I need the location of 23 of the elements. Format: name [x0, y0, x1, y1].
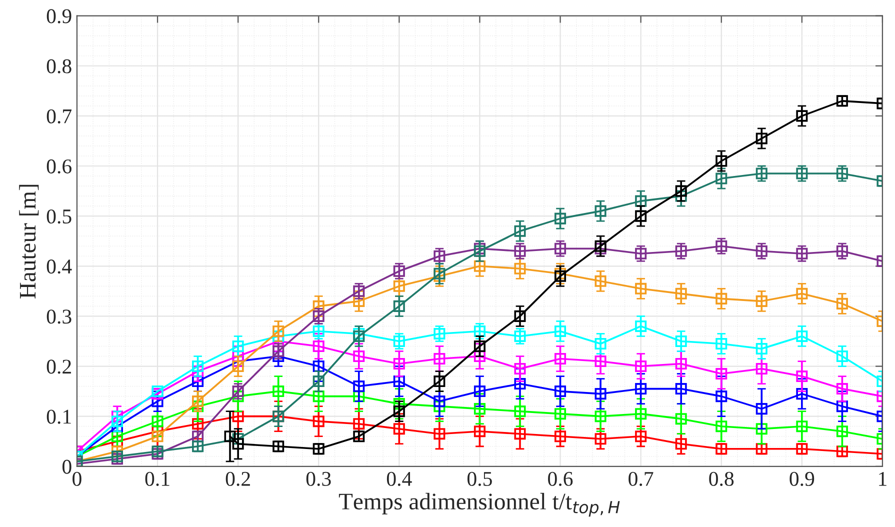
x-tick-label: 0.3	[306, 472, 331, 486]
y-tick-label: 0.8	[46, 59, 72, 74]
x-tick-label: 0	[72, 472, 82, 486]
x-tick-label: 0.7	[628, 472, 654, 486]
y-tick-label: 0	[62, 460, 72, 474]
x-axis-title: Temps adimensionnel t/t$_{top,H}$	[338, 492, 620, 517]
y-tick-label: 0.1	[46, 410, 71, 424]
y-tick-label: 0.7	[46, 109, 72, 124]
y-tick-label: 0.9	[46, 9, 72, 24]
y-tick-label: 0.6	[46, 159, 72, 174]
x-tick-label: 0.9	[790, 472, 814, 486]
x-tick-label: 0.5	[467, 472, 492, 486]
x-tick-label: 0.8	[709, 472, 734, 486]
y-axis-title: Hauteur [m]	[19, 184, 39, 298]
x-tick-label: 0.1	[145, 472, 170, 486]
x-tick-label: 0.2	[226, 472, 250, 486]
x-tick-label: 0.6	[548, 472, 573, 486]
y-tick-label: 0.4	[46, 260, 72, 274]
y-tick-label: 0.2	[46, 360, 71, 374]
x-tick-label: 0.4	[386, 472, 412, 486]
y-tick-label: 0.3	[46, 310, 72, 324]
y-tick-label: 0.5	[46, 209, 72, 224]
x-tick-label: 1	[879, 472, 886, 486]
